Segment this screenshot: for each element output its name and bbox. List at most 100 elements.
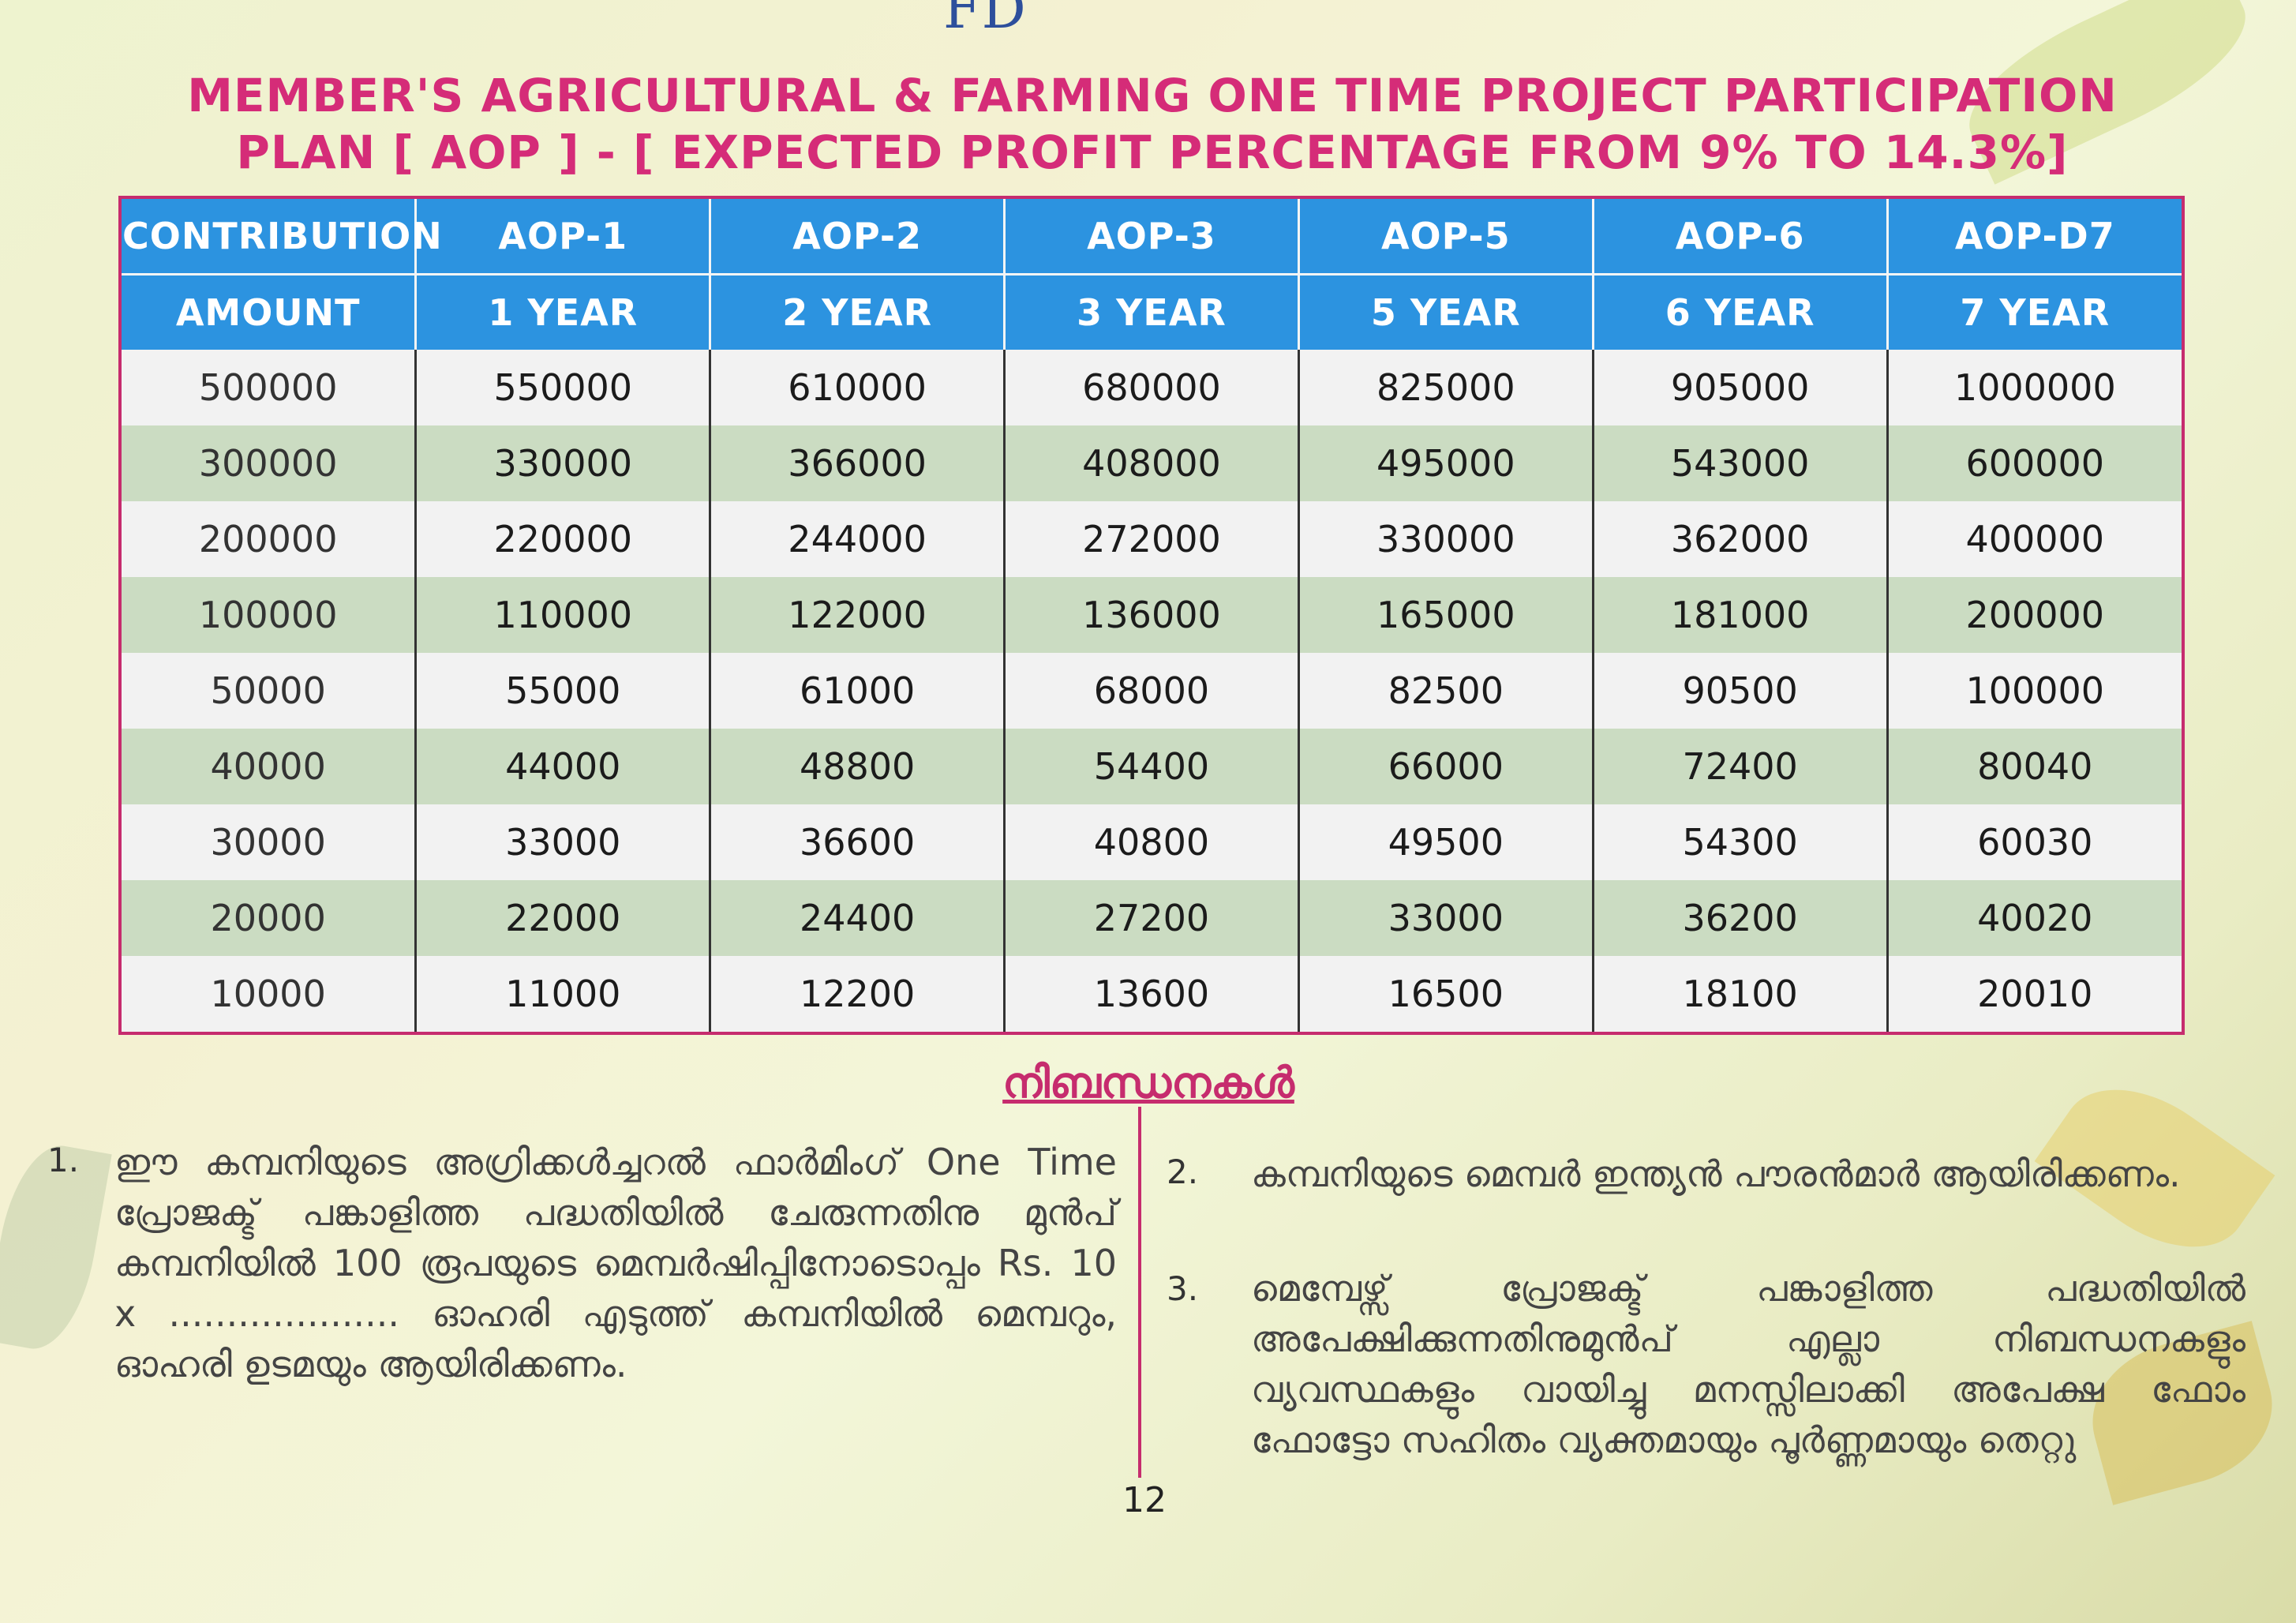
table-cell: 60030	[1887, 804, 2182, 880]
table-cell: 68000	[1004, 653, 1300, 729]
header-7-year: 7 YEAR	[1887, 273, 2182, 350]
table-cell: 366000	[710, 425, 1006, 501]
header-aop-d7: AOP-D7	[1887, 199, 2182, 275]
page-number: 12	[1122, 1480, 1167, 1520]
header-contribution: CONTRIBUTION	[122, 199, 442, 275]
term-2-number: 2.	[1167, 1153, 1199, 1191]
table-cell: 122000	[710, 577, 1006, 653]
table-cell: 36200	[1593, 880, 1889, 956]
table-cell: 408000	[1004, 425, 1300, 501]
table-cell: 362000	[1593, 501, 1889, 577]
table-row: 20000 22000 24400 27200 33000 36200 4002…	[122, 880, 2182, 956]
table-row: 300000 330000 366000 408000 495000 54300…	[122, 425, 2182, 501]
table-subheader-row: AMOUNT 1 YEAR 2 YEAR 3 YEAR 5 YEAR 6 YEA…	[122, 273, 2182, 350]
header-3-year: 3 YEAR	[1004, 273, 1300, 350]
terms-heading: നിബന്ധനകൾ	[1002, 1058, 1294, 1108]
table-cell: 300000	[122, 425, 418, 501]
table-cell: 61000	[710, 653, 1006, 729]
table-cell: 20000	[122, 880, 418, 956]
table-cell: 13600	[1004, 956, 1300, 1032]
table-cell: 48800	[710, 729, 1006, 804]
table-cell: 36600	[710, 804, 1006, 880]
table-cell: 40000	[122, 729, 418, 804]
table-cell: 100000	[1887, 653, 2182, 729]
table-cell: 110000	[415, 577, 712, 653]
table-cell: 330000	[415, 425, 712, 501]
term-1-text: ഈ കമ്പനിയുടെ അഗ്രിക്കൾച്ചറൽ ഫാർമിംഗ് One…	[114, 1141, 1117, 1385]
table-cell: 680000	[1004, 350, 1300, 425]
header-6-year: 6 YEAR	[1593, 273, 1889, 350]
table-cell: 20010	[1887, 956, 2182, 1032]
table-cell: 165000	[1298, 577, 1594, 653]
table-cell: 495000	[1298, 425, 1594, 501]
aop-table: CONTRIBUTION AOP-1 AOP-2 AOP-3 AOP-5 AOP…	[118, 196, 2185, 1035]
table-cell: 33000	[1298, 880, 1594, 956]
table-cell: 220000	[415, 501, 712, 577]
table-cell: 330000	[1298, 501, 1594, 577]
table-row: 500000 550000 610000 680000 825000 90500…	[122, 350, 2182, 425]
header-aop-6: AOP-6	[1593, 199, 1889, 275]
table-row: 40000 44000 48800 54400 66000 72400 8004…	[122, 729, 2182, 804]
table-row: 30000 33000 36600 40800 49500 54300 6003…	[122, 804, 2182, 880]
table-cell: 543000	[1593, 425, 1889, 501]
terms-divider	[1138, 1107, 1141, 1478]
table-header-row: CONTRIBUTION AOP-1 AOP-2 AOP-3 AOP-5 AOP…	[122, 199, 2182, 275]
table-cell: 40020	[1887, 880, 2182, 956]
table-cell: 16500	[1298, 956, 1594, 1032]
handwritten-mark: FD	[943, 0, 1026, 41]
table-cell: 72400	[1593, 729, 1889, 804]
table-cell: 905000	[1593, 350, 1889, 425]
table-cell: 22000	[415, 880, 712, 956]
table-cell: 49500	[1298, 804, 1594, 880]
table-cell: 825000	[1298, 350, 1594, 425]
table-cell: 24400	[710, 880, 1006, 956]
header-2-year: 2 YEAR	[710, 273, 1006, 350]
header-aop-1: AOP-1	[415, 199, 712, 275]
term-2-text: കമ്പനിയുടെ മെമ്പർ ഇന്ത്യൻ പൗരൻമാർ ആയിരിക…	[1251, 1153, 2181, 1195]
table-row: 100000 110000 122000 136000 165000 18100…	[122, 577, 2182, 653]
table-row: 10000 11000 12200 13600 16500 18100 2001…	[122, 956, 2182, 1032]
header-amount: AMOUNT	[122, 273, 418, 350]
table-cell: 82500	[1298, 653, 1594, 729]
table-cell: 33000	[415, 804, 712, 880]
table-cell: 272000	[1004, 501, 1300, 577]
table-cell: 50000	[122, 653, 418, 729]
table-cell: 54300	[1593, 804, 1889, 880]
table-cell: 44000	[415, 729, 712, 804]
table-cell: 400000	[1887, 501, 2182, 577]
table-cell: 66000	[1298, 729, 1594, 804]
table-cell: 30000	[122, 804, 418, 880]
term-1-number: 1.	[47, 1141, 80, 1179]
table-cell: 90500	[1593, 653, 1889, 729]
header-aop-3: AOP-3	[1004, 199, 1300, 275]
table-cell: 600000	[1887, 425, 2182, 501]
header-aop-5: AOP-5	[1298, 199, 1594, 275]
table-cell: 55000	[415, 653, 712, 729]
header-aop-2: AOP-2	[710, 199, 1006, 275]
table-cell: 80040	[1887, 729, 2182, 804]
table-cell: 500000	[122, 350, 418, 425]
table-cell: 100000	[122, 577, 418, 653]
table-cell: 40800	[1004, 804, 1300, 880]
term-3-text: മെമ്പേഴ്സ് പ്രോജക്ട് പങ്കാളിത്ത പദ്ധതിയി…	[1251, 1267, 2245, 1461]
header-1-year: 1 YEAR	[415, 273, 712, 350]
table-cell: 11000	[415, 956, 712, 1032]
header-5-year: 5 YEAR	[1298, 273, 1594, 350]
title-line-2: PLAN [ AOP ] - [ EXPECTED PROFIT PERCENT…	[236, 126, 2069, 179]
table-cell: 181000	[1593, 577, 1889, 653]
page-title: MEMBER'S AGRICULTURAL & FARMING ONE TIME…	[142, 67, 2163, 181]
table-cell: 18100	[1593, 956, 1889, 1032]
table-cell: 610000	[710, 350, 1006, 425]
table-row: 50000 55000 61000 68000 82500 90500 1000…	[122, 653, 2182, 729]
table-cell: 244000	[710, 501, 1006, 577]
table-cell: 550000	[415, 350, 712, 425]
term-3-number: 3.	[1167, 1269, 1199, 1308]
table-cell: 1000000	[1887, 350, 2182, 425]
table-cell: 12200	[710, 956, 1006, 1032]
table-row: 200000 220000 244000 272000 330000 36200…	[122, 501, 2182, 577]
table-cell: 200000	[122, 501, 418, 577]
title-line-1: MEMBER'S AGRICULTURAL & FARMING ONE TIME…	[187, 69, 2118, 122]
table-cell: 200000	[1887, 577, 2182, 653]
table-cell: 10000	[122, 956, 418, 1032]
table-cell: 27200	[1004, 880, 1300, 956]
